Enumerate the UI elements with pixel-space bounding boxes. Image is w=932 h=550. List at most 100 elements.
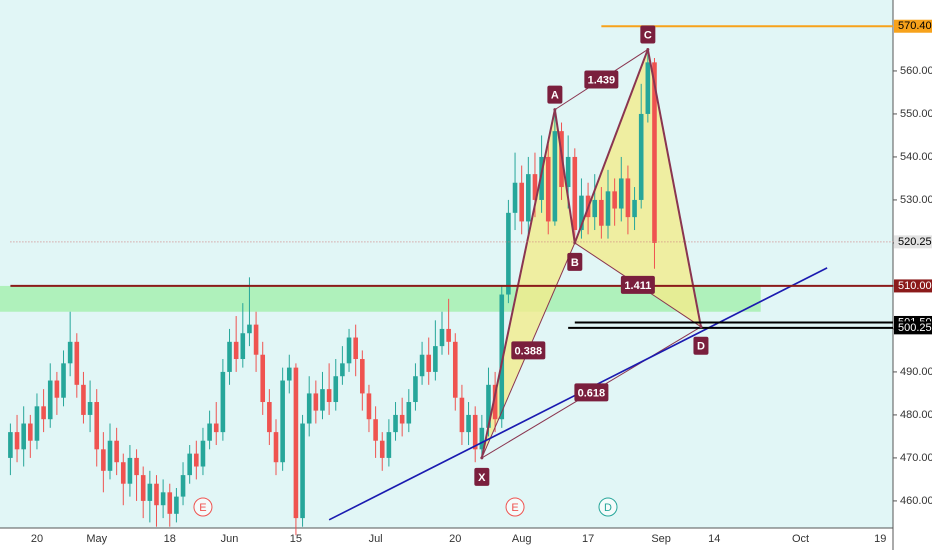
pattern-point [573,241,577,245]
candle-body [386,432,392,458]
candle-body [61,363,66,398]
price-label-bg [894,321,932,335]
candle-body [552,131,558,222]
candle-body [439,328,445,347]
candle-body [625,178,631,218]
price-label: 500.25 [898,322,932,334]
candle-body [194,453,199,467]
candle-body [326,389,332,403]
price-label-bg [894,235,932,249]
candle-body [213,423,219,433]
candle-body [346,337,352,364]
event-label: E [199,502,206,514]
candle-body [492,384,498,420]
candle-body [260,354,266,403]
price-axis-bg [893,0,932,550]
candle-body [446,328,451,342]
ratio-label-bg [511,341,546,360]
candle-body [433,346,438,372]
candle-body [47,380,53,420]
candle-body [134,457,139,476]
candle-body [539,156,544,200]
pattern-point [646,47,650,51]
pattern-point [480,456,484,460]
candle-body [147,483,153,501]
candle-body [127,457,133,484]
price-label-bg [894,279,932,293]
ratio-label: 0.388 [515,345,543,357]
candle-body [506,212,511,295]
candle-body [233,341,239,360]
candle-body [486,384,491,428]
pattern-point-label: X [478,472,486,484]
x-tick-label: Jul [369,533,383,545]
x-tick-label: 17 [582,533,594,545]
candle-body [373,419,378,441]
candle-body [200,440,206,467]
pattern-fill-bcd [574,49,701,327]
candle-body [399,414,405,424]
pattern-point-label-bg [567,252,583,271]
candle-body [154,483,159,506]
candle-body [618,178,624,209]
candle-body [592,199,598,218]
y-tick-label: 550.00 [900,108,932,120]
candle-body [253,324,259,355]
plot-bg [0,0,893,528]
pattern-point [699,325,703,329]
candle-body [512,182,518,213]
candle-body [87,402,93,415]
candle-body [107,440,113,471]
x-tick-label: Oct [792,533,809,545]
ratio-label: 1.439 [588,74,616,86]
time-axis-bg [0,528,893,550]
candle-body [41,406,46,420]
candle-body [54,380,60,398]
candle-body [313,393,319,411]
candle-body [300,423,305,519]
candle-body [605,191,611,226]
x-tick-label: 20 [449,533,461,545]
candle-body [519,182,524,222]
candle-body [74,341,80,385]
x-tick-label: 18 [164,533,176,545]
pattern-leg [573,49,649,244]
candle-body [180,475,186,497]
event-marker [193,497,213,517]
price-label-bg [894,19,932,33]
candle-body [612,191,617,209]
pattern-fill-xab [481,109,575,458]
candle-body [174,496,179,514]
plot-layer [0,25,893,536]
candle-body [101,449,106,471]
ratio-label-bg [620,275,655,294]
pattern-point-label-bg [640,25,656,44]
candle-body [8,432,13,458]
candle-body [645,62,651,114]
x-tick-label: 20 [31,533,43,545]
candle-body [340,363,345,377]
candle-body [247,324,252,334]
ratio-label: 0.618 [578,387,606,399]
candle-body [34,406,40,441]
candle-body [545,156,551,222]
price-label: 520.25 [898,236,932,248]
candle-body [21,423,26,450]
pattern-leg [480,109,556,459]
candle-body [579,195,584,231]
candle-body [240,333,246,360]
candle-body [499,294,505,420]
candle-body [94,402,100,450]
x-tick-label: Aug [512,533,532,545]
candle-body [220,371,226,433]
y-tick-label: 530.00 [900,194,932,206]
candle-body [406,402,412,424]
candle-body [273,432,279,463]
price-label: 570.40 [898,20,932,32]
pattern-point-label-bg [693,336,709,355]
pattern-point-label: D [697,341,705,353]
candle-body [526,174,531,222]
candle-body [140,475,146,501]
